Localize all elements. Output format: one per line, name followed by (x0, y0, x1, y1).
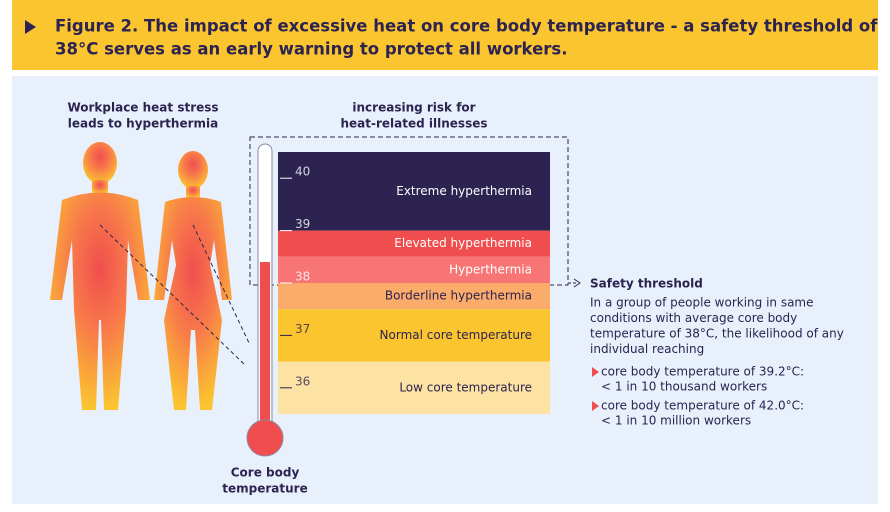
bullet-line: core body temperature of 39.2°C: (601, 365, 804, 379)
band (278, 309, 550, 362)
bullet-marker (592, 401, 599, 411)
bullet-line: < 1 in 10 thousand workers (601, 380, 767, 394)
tick-label: 36 (295, 374, 310, 388)
caption: temperature (222, 482, 307, 496)
band-label: Low core temperature (399, 380, 532, 394)
caption: increasing risk for (352, 101, 475, 115)
safety-text: In a group of people working in samecond… (590, 296, 844, 428)
band-label: Elevated hyperthermia (394, 236, 532, 250)
caption: heat-related illnesses (341, 117, 488, 131)
male-figure (50, 142, 150, 410)
band (278, 230, 550, 257)
safety-line: individual reaching (590, 342, 704, 356)
header-band (12, 0, 878, 70)
bullet-line: < 1 in 10 million workers (601, 414, 751, 428)
arrow-head (573, 278, 581, 288)
tick-label: 39 (295, 217, 310, 231)
thermometer-bulb (246, 419, 284, 457)
band-label: Extreme hyperthermia (396, 184, 532, 198)
safety-title: Safety threshold (590, 277, 703, 291)
safety-line: temperature of 38°C, the likelihood of a… (590, 327, 844, 341)
header-marker (25, 20, 36, 34)
bullet-line: core body temperature of 42.0°C: (601, 399, 804, 413)
tick-label: 40 (295, 165, 310, 179)
tick-label: 38 (295, 270, 310, 284)
band-label: Borderline hyperthermia (385, 289, 532, 303)
band (278, 152, 550, 231)
band-label: Hyperthermia (449, 262, 532, 276)
safety-line: conditions with average core body (590, 311, 797, 325)
band (278, 256, 550, 283)
female-figure (154, 151, 232, 410)
band-label: Normal core temperature (380, 328, 532, 342)
tick-label: 37 (295, 322, 310, 336)
band (278, 361, 550, 414)
title-line: 38°C serves as an early warning to prote… (55, 40, 567, 59)
title-line: Figure 2. The impact of excessive heat o… (55, 17, 878, 36)
bullet-marker (592, 367, 599, 377)
thermometer-fill (260, 262, 270, 434)
caption: leads to hyperthermia (68, 117, 218, 131)
band (278, 283, 550, 310)
safety-line: In a group of people working in same (590, 296, 814, 310)
scale: Extreme hyperthermia Elevated hyperthermi… (246, 143, 550, 457)
heat-arrows (99, 224, 251, 366)
caption: Workplace heat stress (67, 101, 218, 115)
caption: Core body (231, 466, 300, 480)
